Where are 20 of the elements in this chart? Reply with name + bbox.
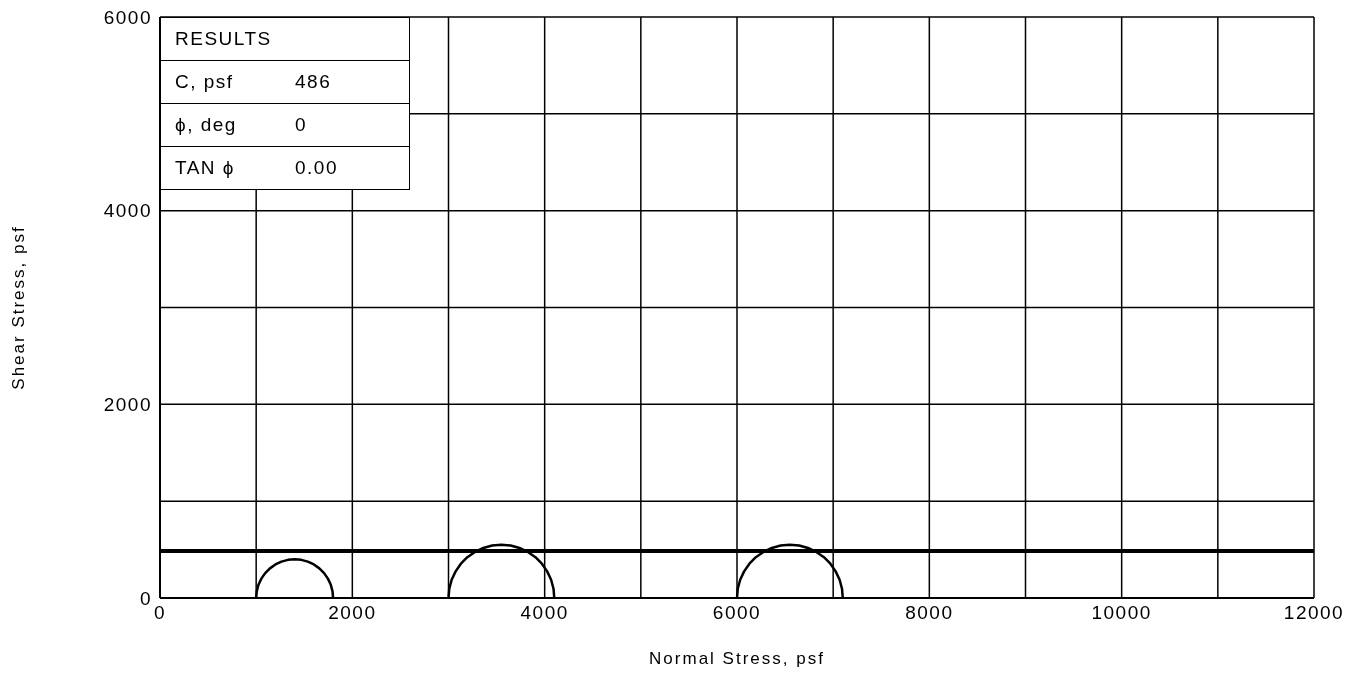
x-tick-label: 10000 <box>1091 602 1152 624</box>
y-axis-title: Shear Stress, psf <box>9 225 29 390</box>
annotation: 0 <box>295 114 308 136</box>
annotation: 0.00 <box>295 157 338 179</box>
annotation: TAN ϕ <box>175 157 236 179</box>
y-tick-label: 0 <box>139 587 152 609</box>
y-tick-label: 4000 <box>103 200 152 222</box>
annotation: ϕ, deg <box>175 114 238 136</box>
x-tick-label: 0 <box>153 602 167 624</box>
x-tick-label: 4000 <box>520 602 569 624</box>
annotation: 486 <box>295 71 332 93</box>
x-tick-label: 2000 <box>328 602 377 624</box>
annotation: C, psf <box>175 71 235 93</box>
x-tick-label: 6000 <box>712 602 762 624</box>
x-tick-label: 8000 <box>905 602 954 624</box>
y-tick-label: 2000 <box>103 394 152 416</box>
y-tick-label: 6000 <box>103 6 152 28</box>
annotation: RESULTS <box>175 28 273 50</box>
x-axis-title: Normal Stress, psf <box>649 649 825 668</box>
x-tick-label: 12000 <box>1283 602 1345 624</box>
